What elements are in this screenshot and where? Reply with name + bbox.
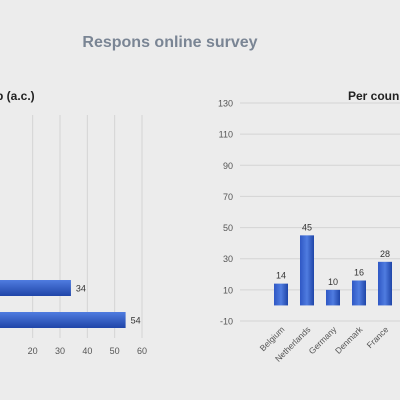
right-x-category-label: Germany [307, 324, 339, 356]
left-bar-value-label: 54 [131, 316, 141, 326]
right-y-tick-label: 130 [218, 99, 233, 109]
left-chart-title: p (a.c.) [0, 89, 35, 103]
right-bar [378, 261, 392, 306]
right-y-tick-label: 90 [223, 161, 233, 171]
left-x-tick-label: 30 [55, 346, 65, 356]
right-bar-chart: 1301109070503010-1014Belgium45Netherland… [218, 99, 400, 364]
right-y-tick-label: 30 [223, 254, 233, 264]
left-x-tick-label: 60 [137, 346, 147, 356]
right-bar-value-label: 16 [354, 268, 364, 278]
right-y-tick-label: 110 [219, 130, 233, 140]
right-y-tick-label: -10 [220, 317, 233, 327]
page-title: Respons online survey [82, 34, 257, 51]
right-y-tick-label: 70 [223, 192, 233, 202]
left-x-tick-label: 40 [82, 346, 92, 356]
right-bar-value-label: 45 [302, 222, 312, 232]
right-chart-title: Per coun [348, 89, 399, 103]
right-bar [300, 235, 314, 306]
right-x-category-label: France [365, 324, 391, 350]
right-y-tick-label: 50 [223, 223, 233, 233]
right-y-tick-label: 10 [223, 285, 233, 295]
left-bar-value-label: 34 [76, 284, 86, 294]
right-bar-value-label: 10 [328, 277, 338, 287]
right-x-category-label: Denmark [333, 324, 365, 356]
right-bar [274, 283, 288, 306]
left-bar [0, 280, 71, 296]
right-bar [326, 289, 340, 306]
left-x-tick-label: 50 [110, 346, 120, 356]
left-bar [0, 312, 126, 328]
right-bar-value-label: 28 [380, 249, 390, 259]
right-bar-value-label: 14 [276, 271, 286, 281]
left-bar-chart: 20 30 40 50 60 34 54 [0, 115, 147, 356]
left-x-tick-label: 20 [28, 346, 38, 356]
right-bar [352, 280, 366, 306]
